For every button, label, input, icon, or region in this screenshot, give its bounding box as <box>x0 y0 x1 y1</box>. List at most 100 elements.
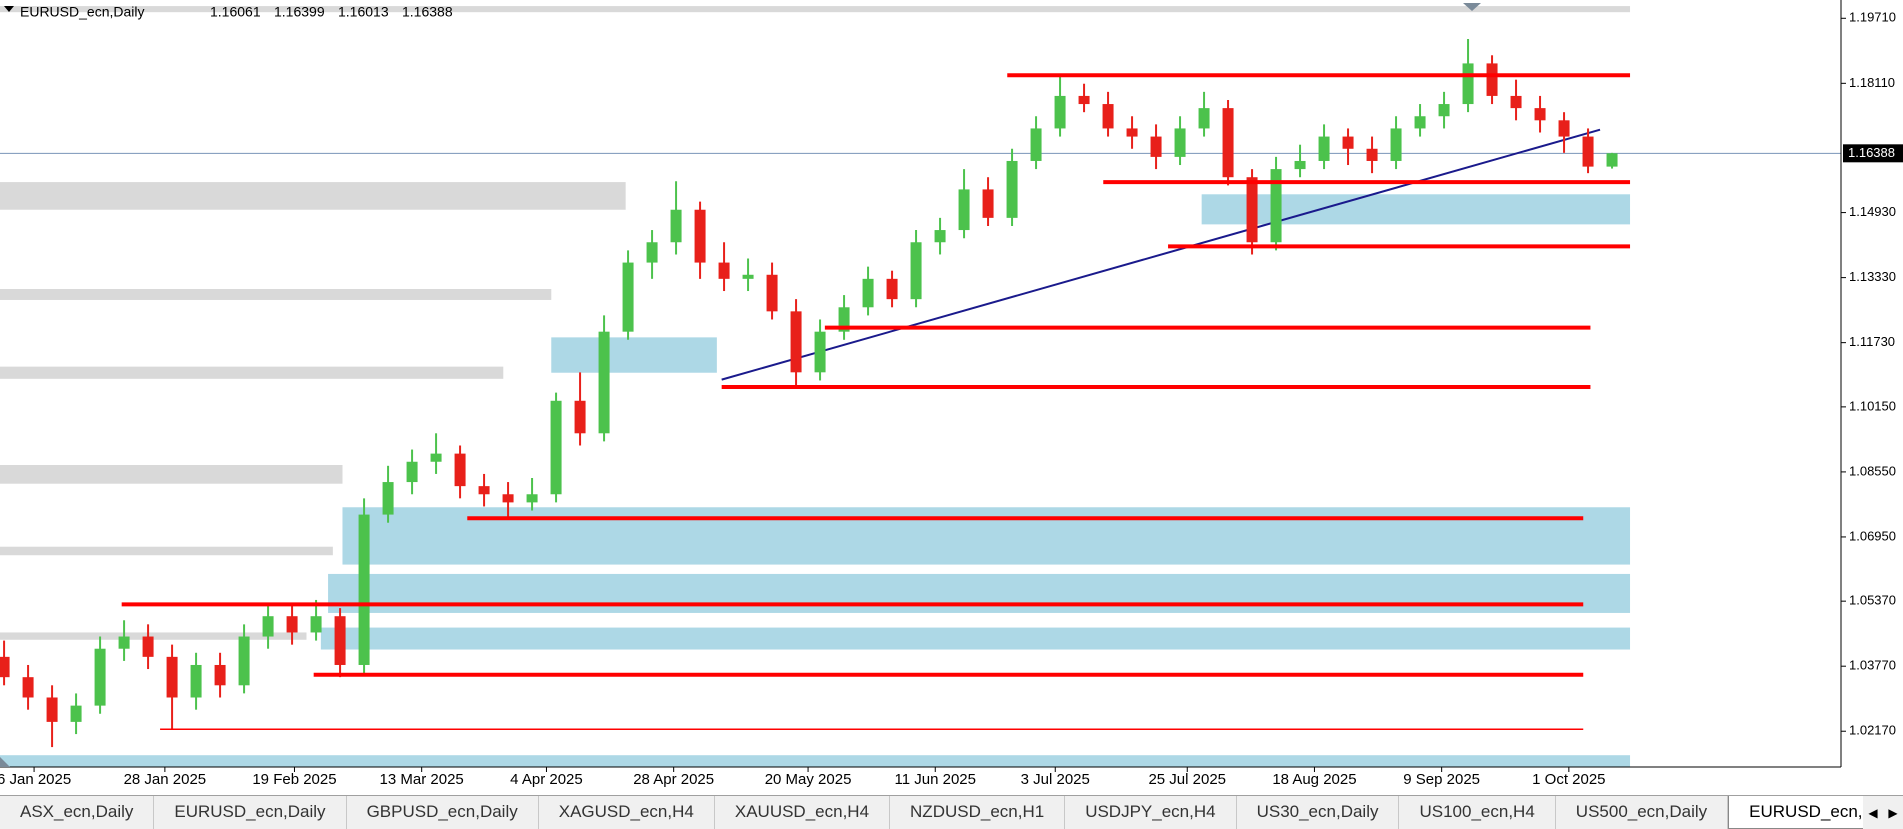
axes: 1.19710 1.18110 1.14930 1.13330 1.11730 1.101… <box>0 10 1903 788</box>
symbol-tab[interactable]: EURUSD_ecn,Daily <box>154 796 347 829</box>
candle-body <box>766 274 778 312</box>
title-value: 1.16061 <box>210 4 261 20</box>
x-tick-label: 28 Apr 2025 <box>633 771 714 788</box>
scroll-left[interactable]: ◀ <box>1868 805 1878 820</box>
candle-body <box>1510 95 1522 109</box>
y-tick-label: 1.11730 <box>1849 334 1895 349</box>
candle-body <box>478 486 490 495</box>
demand-zone <box>0 755 1631 767</box>
candle-body <box>742 274 754 279</box>
y-tick-label: 1.03770 <box>1849 658 1896 673</box>
gray-zone <box>0 6 1631 13</box>
candle-body <box>790 311 802 373</box>
candle-body <box>694 209 706 263</box>
candle-body <box>1102 104 1114 129</box>
candle-body <box>1174 128 1186 157</box>
symbol-tab[interactable]: XAGUSD_ecn,H4 <box>539 796 715 829</box>
candle-body <box>574 400 586 434</box>
demand-zone <box>328 573 1631 613</box>
candle-body <box>238 636 250 686</box>
candle-body <box>598 331 610 434</box>
candle-body <box>718 262 730 279</box>
title-value: 1.16399 <box>274 4 325 20</box>
candle-body <box>1318 136 1330 161</box>
candle-body <box>1342 136 1354 149</box>
candle-body <box>982 189 994 218</box>
candle-body <box>934 230 946 243</box>
candle-body <box>1246 177 1258 243</box>
candle-body <box>166 656 178 698</box>
candle-body <box>1582 136 1594 167</box>
chart-title: EURUSD_ecn,Daily <box>20 4 144 20</box>
candle-body <box>838 307 850 332</box>
candle-body <box>358 514 370 665</box>
candle-body <box>190 664 202 698</box>
candle-body <box>910 242 922 300</box>
symbol-tab[interactable]: US100_ecn,H4 <box>1399 796 1556 829</box>
candles <box>0 39 1631 748</box>
shift-marker <box>1463 3 1481 11</box>
candle-body <box>1366 148 1378 161</box>
x-tick-label: 13 Mar 2025 <box>380 771 464 788</box>
y-tick-label: 1.13330 <box>1849 269 1896 284</box>
symbol-tab[interactable]: NZDUSD_ecn,H1 <box>890 796 1066 829</box>
gray-zone <box>0 632 307 640</box>
candle-body <box>0 656 10 678</box>
y-tick-label: 1.18110 <box>1849 75 1895 90</box>
candle-body <box>118 636 130 649</box>
candle-body <box>142 636 154 657</box>
symbol-tab[interactable]: USDJPY_ecn,H4 <box>1065 796 1237 829</box>
y-tick-label: 1.14930 <box>1849 204 1896 219</box>
trendline <box>721 128 1601 381</box>
candle-body <box>502 494 514 503</box>
y-tick-label: 1.08550 <box>1849 463 1896 478</box>
candle-body <box>1270 169 1282 243</box>
candle-body <box>1534 108 1546 121</box>
candle-body <box>94 648 106 706</box>
candle-body <box>70 705 82 722</box>
candle-body <box>646 242 658 263</box>
x-tick-label: 25 Jul 2025 <box>1148 771 1226 788</box>
menu-arrow[interactable] <box>4 6 14 12</box>
candle-body <box>670 209 682 243</box>
x-tick-label: 11 Jun 2025 <box>895 771 976 788</box>
x-tick-label: 28 Jan 2025 <box>124 771 207 788</box>
candle-body <box>622 262 634 332</box>
symbol-tab[interactable]: US500_ecn,Daily <box>1556 796 1729 829</box>
x-tick-label: 19 Feb 2025 <box>252 771 336 788</box>
x-tick-label: 9 Sep 2025 <box>1403 771 1480 788</box>
tab-scroll[interactable]: ◀ ▶ <box>1863 796 1903 829</box>
demand-zone <box>551 337 717 373</box>
candle-body <box>1126 128 1138 137</box>
scroll-right[interactable]: ▶ <box>1888 805 1898 820</box>
candle-body <box>214 664 226 686</box>
symbol-tab[interactable]: US30_ecn,Daily <box>1237 796 1400 829</box>
symbol-tab[interactable]: XAUUSD_ecn,H4 <box>715 796 891 829</box>
title-value: 1.16388 <box>402 4 453 20</box>
candle-body <box>334 616 346 665</box>
current-price-box <box>1843 144 1903 163</box>
y-tick-label: 1.05370 <box>1849 593 1896 608</box>
symbol-tab[interactable]: ASX_ecn,Daily <box>0 796 155 829</box>
candle-body <box>526 494 538 503</box>
candle-body <box>1198 108 1210 129</box>
candle-body <box>1054 95 1066 129</box>
candle-body <box>1294 160 1306 170</box>
candle-body <box>46 697 58 722</box>
y-tick-label: 1.02170 <box>1849 723 1896 738</box>
x-tick-label: 3 Jul 2025 <box>1021 771 1090 788</box>
gray-zone <box>0 288 552 300</box>
candle-body <box>1438 104 1450 117</box>
candle-body <box>262 616 274 637</box>
demand-zone <box>320 627 1631 650</box>
candle-body <box>1558 120 1570 137</box>
gray-zone <box>0 546 333 556</box>
symbol-tab[interactable]: GBPUSD_ecn,Daily <box>347 796 539 829</box>
candle-body <box>310 616 322 633</box>
y-tick-label: 1.06950 <box>1849 528 1896 543</box>
candle-body <box>286 616 298 633</box>
candle-body <box>1486 63 1498 96</box>
candle-body <box>814 331 826 373</box>
y-tick-label: 1.10150 <box>1849 398 1896 413</box>
